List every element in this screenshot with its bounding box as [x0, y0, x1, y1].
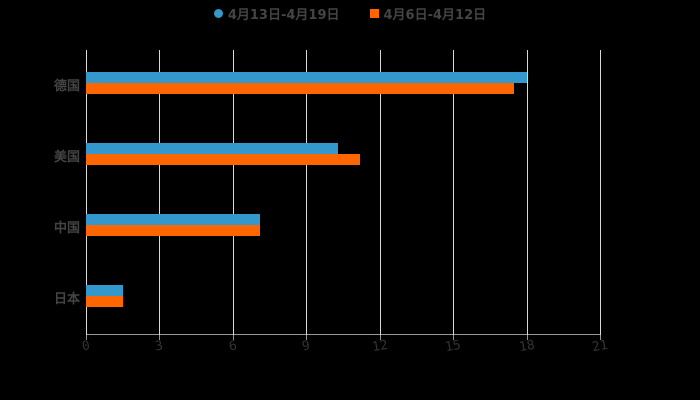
x-tick-label: 21 — [590, 337, 610, 356]
legend-label: 4月6日-4月12日 — [383, 8, 487, 23]
bar[interactable] — [86, 214, 260, 226]
gridline — [453, 50, 455, 335]
gridline — [86, 50, 87, 335]
bar[interactable] — [86, 225, 260, 237]
legend-item-series-1[interactable]: 4月13日-4月19日 — [213, 4, 340, 23]
x-tick — [306, 335, 308, 340]
x-axis-line — [86, 334, 600, 335]
bar[interactable] — [86, 142, 339, 154]
circle-marker-icon — [213, 9, 223, 18]
bar[interactable] — [86, 82, 515, 94]
x-tick — [453, 335, 455, 340]
bar[interactable] — [86, 71, 527, 83]
bar[interactable] — [86, 285, 123, 297]
gridline — [232, 50, 234, 335]
x-tick-label: 12 — [370, 337, 389, 356]
x-tick — [600, 335, 601, 340]
x-tick-label: 3 — [154, 338, 165, 355]
gridline — [600, 50, 601, 335]
x-tick-label: 6 — [227, 338, 239, 355]
x-tick — [232, 335, 234, 340]
x-tick — [526, 335, 528, 340]
category-label: 美国 — [53, 149, 80, 165]
chart-legend: 4月13日-4月19日 4月6日-4月12日 — [0, 4, 700, 23]
category-label: 德国 — [53, 78, 80, 94]
square-marker-icon — [369, 9, 379, 18]
x-tick-label: 0 — [80, 338, 92, 355]
x-tick — [379, 335, 381, 340]
x-tick — [86, 335, 87, 340]
legend-item-series-2[interactable]: 4月6日-4月12日 — [369, 4, 487, 23]
gridline — [159, 50, 161, 335]
plot-area: 0 3 6 9 12 15 18 21 德国美国中国日本 — [54, 50, 609, 355]
gridline — [379, 50, 381, 335]
bar[interactable] — [86, 296, 123, 308]
legend-label: 4月13日-4月19日 — [227, 8, 340, 23]
gridline — [306, 50, 308, 335]
x-tick — [159, 335, 161, 340]
category-label: 日本 — [53, 292, 80, 308]
x-tick-label: 9 — [301, 338, 312, 355]
gridline — [526, 50, 528, 335]
x-tick-label: 18 — [517, 337, 536, 356]
x-tick-label: 15 — [444, 337, 463, 356]
bar[interactable] — [86, 153, 361, 165]
category-label: 中国 — [53, 221, 80, 237]
